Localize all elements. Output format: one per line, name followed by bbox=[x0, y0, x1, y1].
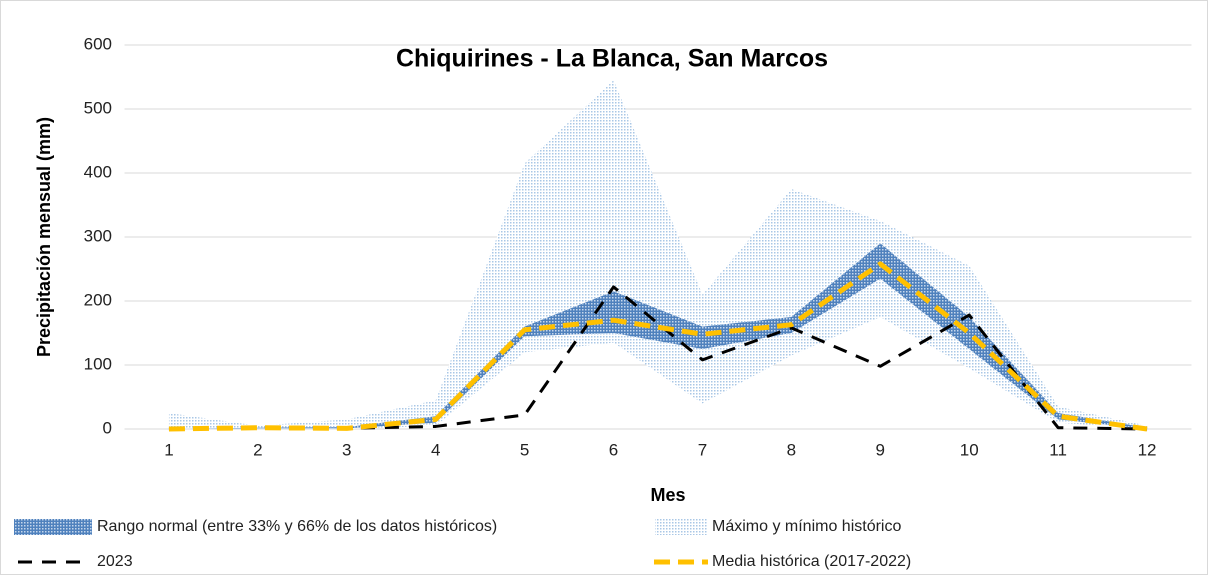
x-tick-label: 2 bbox=[253, 440, 262, 459]
legend-label: Máximo y mínimo histórico bbox=[712, 518, 901, 535]
x-tick-label: 8 bbox=[787, 440, 796, 459]
range-band bbox=[168, 80, 1148, 429]
line-series bbox=[168, 285, 1148, 431]
y-tick-label: 400 bbox=[84, 162, 112, 181]
x-tick-label: 12 bbox=[1138, 440, 1157, 459]
x-tick-label: 3 bbox=[342, 440, 351, 459]
x-tick-label: 5 bbox=[520, 440, 529, 459]
legend-swatch bbox=[655, 519, 708, 535]
y-tick-label: 300 bbox=[84, 226, 112, 245]
line-series bbox=[168, 261, 1148, 432]
x-tick-label: 7 bbox=[698, 440, 707, 459]
legend-label: Media histórica (2017-2022) bbox=[712, 553, 911, 570]
x-tick-label: 4 bbox=[431, 440, 440, 459]
legend-swatch bbox=[14, 519, 92, 535]
y-tick-label: 500 bbox=[84, 98, 112, 117]
x-tick-label: 10 bbox=[960, 440, 979, 459]
x-tick-label: 9 bbox=[876, 440, 885, 459]
y-tick-label: 200 bbox=[84, 290, 112, 309]
y-tick-label: 100 bbox=[84, 354, 112, 373]
legend-label: Rango normal (entre 33% y 66% de los dat… bbox=[97, 518, 497, 535]
legend-label: 2023 bbox=[97, 553, 133, 570]
x-tick-label: 11 bbox=[1049, 440, 1067, 459]
x-axis-title: Mes bbox=[650, 485, 685, 505]
x-tick-label: 6 bbox=[609, 440, 618, 459]
y-tick-label: 600 bbox=[84, 34, 112, 53]
y-axis-title: Precipitación mensual (mm) bbox=[34, 117, 54, 357]
x-tick-label: 1 bbox=[164, 440, 173, 459]
y-tick-label: 0 bbox=[103, 418, 112, 437]
range-band bbox=[168, 243, 1148, 429]
chart-title: Chiquirines - La Blanca, San Marcos bbox=[396, 45, 828, 73]
